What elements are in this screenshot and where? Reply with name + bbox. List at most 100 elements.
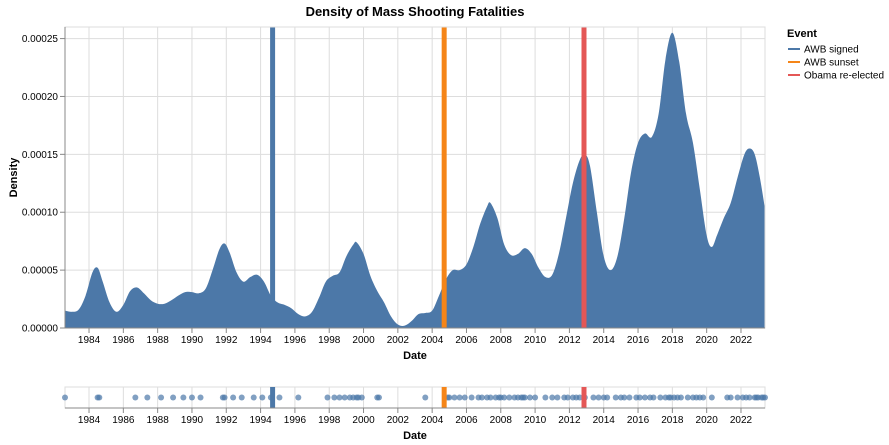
y-tick-label: 0.00025 — [22, 34, 59, 45]
x-tick-label: 2012 — [558, 335, 581, 346]
main-y-axis: 0.00000 0.00005 0.00010 0.00015 0.00020 0.000… — [22, 27, 66, 335]
strip-x-tick-label: 1992 — [215, 415, 238, 426]
x-tick-label: 1988 — [147, 335, 170, 346]
x-tick-label: 1984 — [78, 335, 101, 346]
strip-x-tick-label: 2012 — [558, 415, 581, 426]
strip-point — [684, 394, 691, 401]
strip-point — [221, 394, 228, 401]
strip-point — [144, 394, 151, 401]
strip-point — [621, 394, 628, 401]
strip-x-tick-label: 1990 — [181, 415, 204, 426]
main-y-axis-title: Density — [8, 157, 20, 198]
x-tick-label: 1986 — [112, 335, 135, 346]
strip-point — [295, 394, 302, 401]
strip-point — [677, 394, 684, 401]
strip-x-tick-label: 2014 — [593, 415, 616, 426]
strip-point — [521, 394, 528, 401]
strip-point — [650, 394, 657, 401]
strip-point — [542, 394, 549, 401]
strip-point — [336, 394, 343, 401]
x-tick-label: 2004 — [421, 335, 444, 346]
legend-items: AWB signed AWB sunset Obama re-elected — [788, 45, 884, 82]
strip-x-tick-label: 2004 — [421, 415, 444, 426]
strip-point — [250, 394, 257, 401]
strip-point — [590, 394, 597, 401]
strip-point — [422, 394, 429, 401]
y-tick-label: 0.00010 — [22, 208, 59, 219]
strip-x-axis-title: Date — [403, 430, 427, 442]
strip-x-tick-label: 2018 — [661, 415, 684, 426]
strip-point — [197, 394, 204, 401]
strip-x-tick-label: 2008 — [490, 415, 513, 426]
strip-point — [451, 394, 458, 401]
strip-point — [636, 394, 643, 401]
legend-label-awb-signed: AWB signed — [804, 45, 859, 56]
strip-point — [501, 394, 508, 401]
x-tick-label: 1996 — [284, 335, 307, 346]
strip-point — [158, 394, 165, 401]
strip-point — [487, 394, 494, 401]
density-area — [65, 32, 765, 328]
main-event-rules — [270, 27, 587, 328]
legend-title: Event — [787, 28, 817, 40]
x-tick-label: 2018 — [661, 335, 684, 346]
strip-point — [170, 394, 177, 401]
strip-point — [526, 394, 533, 401]
legend-label-awb-sunset: AWB sunset — [804, 58, 859, 69]
x-tick-label: 1992 — [215, 335, 238, 346]
strip-point — [276, 394, 283, 401]
strip-point — [468, 394, 475, 401]
strip-point — [324, 394, 331, 401]
strip-point — [238, 394, 245, 401]
strip-x-tick-label: 2016 — [627, 415, 650, 426]
strip-x-tick-label: 1984 — [78, 415, 101, 426]
strip-point — [626, 394, 633, 401]
strip-point — [188, 394, 195, 401]
strip-point — [331, 394, 338, 401]
strip-point — [595, 394, 602, 401]
strip-x-tick-label: 2010 — [524, 415, 547, 426]
strip-point — [576, 394, 583, 401]
strip-point — [727, 394, 734, 401]
strip-x-tick-label: 1986 — [112, 415, 135, 426]
strip-point — [259, 394, 266, 401]
x-tick-label: 2000 — [352, 335, 375, 346]
x-tick-label: 1994 — [249, 335, 272, 346]
strip-x-axis: 1984 1986 1988 1990 1992 1994 1996 1998 2000 2002… — [65, 407, 765, 426]
strip-x-tick-label: 2006 — [455, 415, 478, 426]
strip-point — [762, 394, 768, 401]
strip-point — [461, 394, 468, 401]
strip-point — [549, 394, 556, 401]
x-tick-label: 2014 — [593, 335, 616, 346]
y-tick-label: 0.00020 — [22, 92, 59, 103]
strip-point — [132, 394, 139, 401]
x-tick-label: 2002 — [387, 335, 410, 346]
strip-x-tick-label: 2002 — [387, 415, 410, 426]
strip-x-tick-label: 1994 — [249, 415, 272, 426]
strip-point — [657, 394, 664, 401]
x-tick-label: 2008 — [490, 335, 513, 346]
strip-point — [62, 394, 68, 401]
y-tick-label: 0.00015 — [22, 150, 59, 161]
strip-point — [746, 394, 753, 401]
strip-point — [341, 394, 348, 401]
legend-label-obama-re-elected: Obama re-elected — [804, 71, 884, 82]
strip-point — [564, 394, 571, 401]
strip-point — [506, 394, 513, 401]
strip-point — [96, 394, 103, 401]
strip-plot: 1984 1986 1988 1990 1992 1994 1996 1998 2000 2002… — [62, 386, 768, 442]
strip-point — [230, 394, 237, 401]
main-x-axis-title: Date — [403, 350, 427, 362]
strip-point — [604, 394, 611, 401]
strip-point — [180, 394, 187, 401]
strip-x-tick-label: 1988 — [147, 415, 170, 426]
legend: Event AWB signed AWB sunset Obama re-elect… — [787, 28, 884, 82]
strip-point — [375, 394, 382, 401]
strip-point — [532, 394, 539, 401]
strip-point — [456, 394, 463, 401]
x-tick-label: 2020 — [696, 335, 719, 346]
strip-grid — [88, 387, 742, 408]
strip-x-tick-label: 1998 — [318, 415, 341, 426]
strip-point — [612, 394, 619, 401]
